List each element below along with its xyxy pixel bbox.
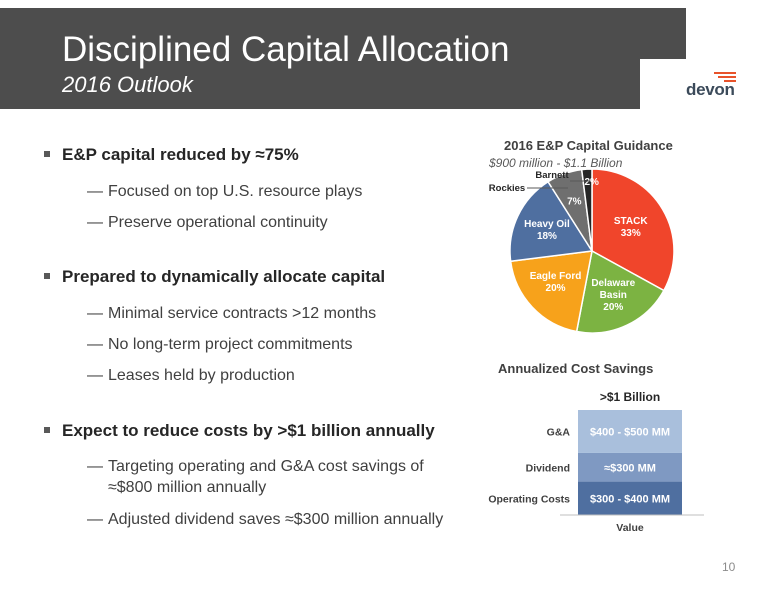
sub-bullet: — Targeting operating and G&A cost saving… bbox=[87, 458, 424, 496]
title-bar bbox=[0, 8, 686, 59]
slice-label-stack: STACK 33% bbox=[614, 216, 648, 239]
pie-slice-barnett bbox=[580, 168, 593, 252]
sub-bullet: — Focused on top U.S. resource plays bbox=[87, 183, 363, 200]
dash-icon: — bbox=[87, 367, 103, 384]
logo-mark-icon bbox=[714, 72, 736, 84]
sub-bullet: — Preserve operational continuity bbox=[87, 214, 328, 231]
dash-icon: — bbox=[87, 458, 103, 475]
bar-segment-label: $400 - $500 MM bbox=[590, 426, 670, 438]
bar-segment-g-a bbox=[578, 410, 682, 453]
slice-label-barnett: Barnett bbox=[535, 170, 569, 181]
slide-subtitle: 2016 Outlook bbox=[62, 72, 193, 97]
slice-label-eagle-ford: Eagle Ford 20% bbox=[530, 271, 582, 294]
pie-slice-stack bbox=[591, 168, 675, 292]
bullet-costs: Expect to reduce costs by >$1 billion an… bbox=[44, 421, 435, 441]
cost-savings-bar-chart: $300 - $400 MM Operating Costs ≈$300 MM Div… bbox=[488, 390, 704, 534]
pie-slice-heavy-oil bbox=[509, 180, 594, 263]
bar-category-label: Dividend bbox=[526, 462, 570, 474]
logo-wordmark: devon bbox=[686, 80, 735, 99]
bullet-square-icon bbox=[44, 426, 50, 433]
devon-logo: devon bbox=[686, 72, 742, 100]
savings-chart-title: Annualized Cost Savings bbox=[498, 361, 654, 376]
bar-segment-label: $300 - $400 MM bbox=[590, 493, 670, 505]
sub-bullet: — No long-term project commitments bbox=[87, 336, 353, 353]
bullet-square-icon bbox=[44, 150, 50, 157]
bar-category-label: G&A bbox=[547, 426, 571, 438]
sub-bullet: — Minimal service contracts >12 months bbox=[87, 305, 377, 322]
bullet-allocate: Prepared to dynamically allocate capital bbox=[44, 267, 385, 287]
sub-bullet: — Adjusted dividend saves ≈$300 million a… bbox=[87, 511, 444, 528]
dash-icon: — bbox=[87, 214, 103, 231]
pie-slice-eagle-ford bbox=[509, 250, 593, 333]
page-number: 10 bbox=[722, 560, 736, 574]
dash-icon: — bbox=[87, 183, 103, 200]
bar-total-label: >$1 Billion bbox=[600, 390, 660, 404]
bar-segment-dividend bbox=[578, 452, 682, 482]
pie-slice-delaware-basin bbox=[575, 249, 665, 334]
bar-segment-operating-costs bbox=[578, 481, 682, 515]
capital-guidance-pie-chart: STACK 33% Delaware Basin 20% Eagle Ford 20% Hea… bbox=[489, 168, 675, 334]
bar-category-label: Operating Costs bbox=[488, 493, 570, 505]
slide-title: Disciplined Capital Allocation bbox=[62, 30, 510, 69]
dash-icon: — bbox=[87, 336, 103, 353]
bar-segment-label: ≈$300 MM bbox=[604, 462, 656, 474]
title-bar-lower bbox=[0, 59, 640, 109]
slice-label-delaware-basin: Delaware Basin 20% bbox=[591, 278, 635, 313]
slice-label-rockies: Rockies bbox=[489, 183, 525, 194]
pie-chart-subtitle: $900 million - $1.1 Billion bbox=[489, 156, 623, 170]
dash-icon: — bbox=[87, 511, 103, 528]
slice-label-heavy-oil: Heavy Oil 18% bbox=[524, 219, 570, 242]
sub-bullet: — Leases held by production bbox=[87, 367, 295, 384]
slice-value-barnett: 2% bbox=[585, 177, 600, 188]
dash-icon: — bbox=[87, 305, 103, 322]
bullet-capital: E&P capital reduced by ≈75% bbox=[44, 145, 299, 165]
slice-value-rockies: 7% bbox=[567, 196, 582, 207]
bullet-square-icon bbox=[44, 272, 50, 279]
pie-chart-title: 2016 E&P Capital Guidance bbox=[504, 138, 673, 153]
x-axis-label: Value bbox=[616, 522, 644, 534]
